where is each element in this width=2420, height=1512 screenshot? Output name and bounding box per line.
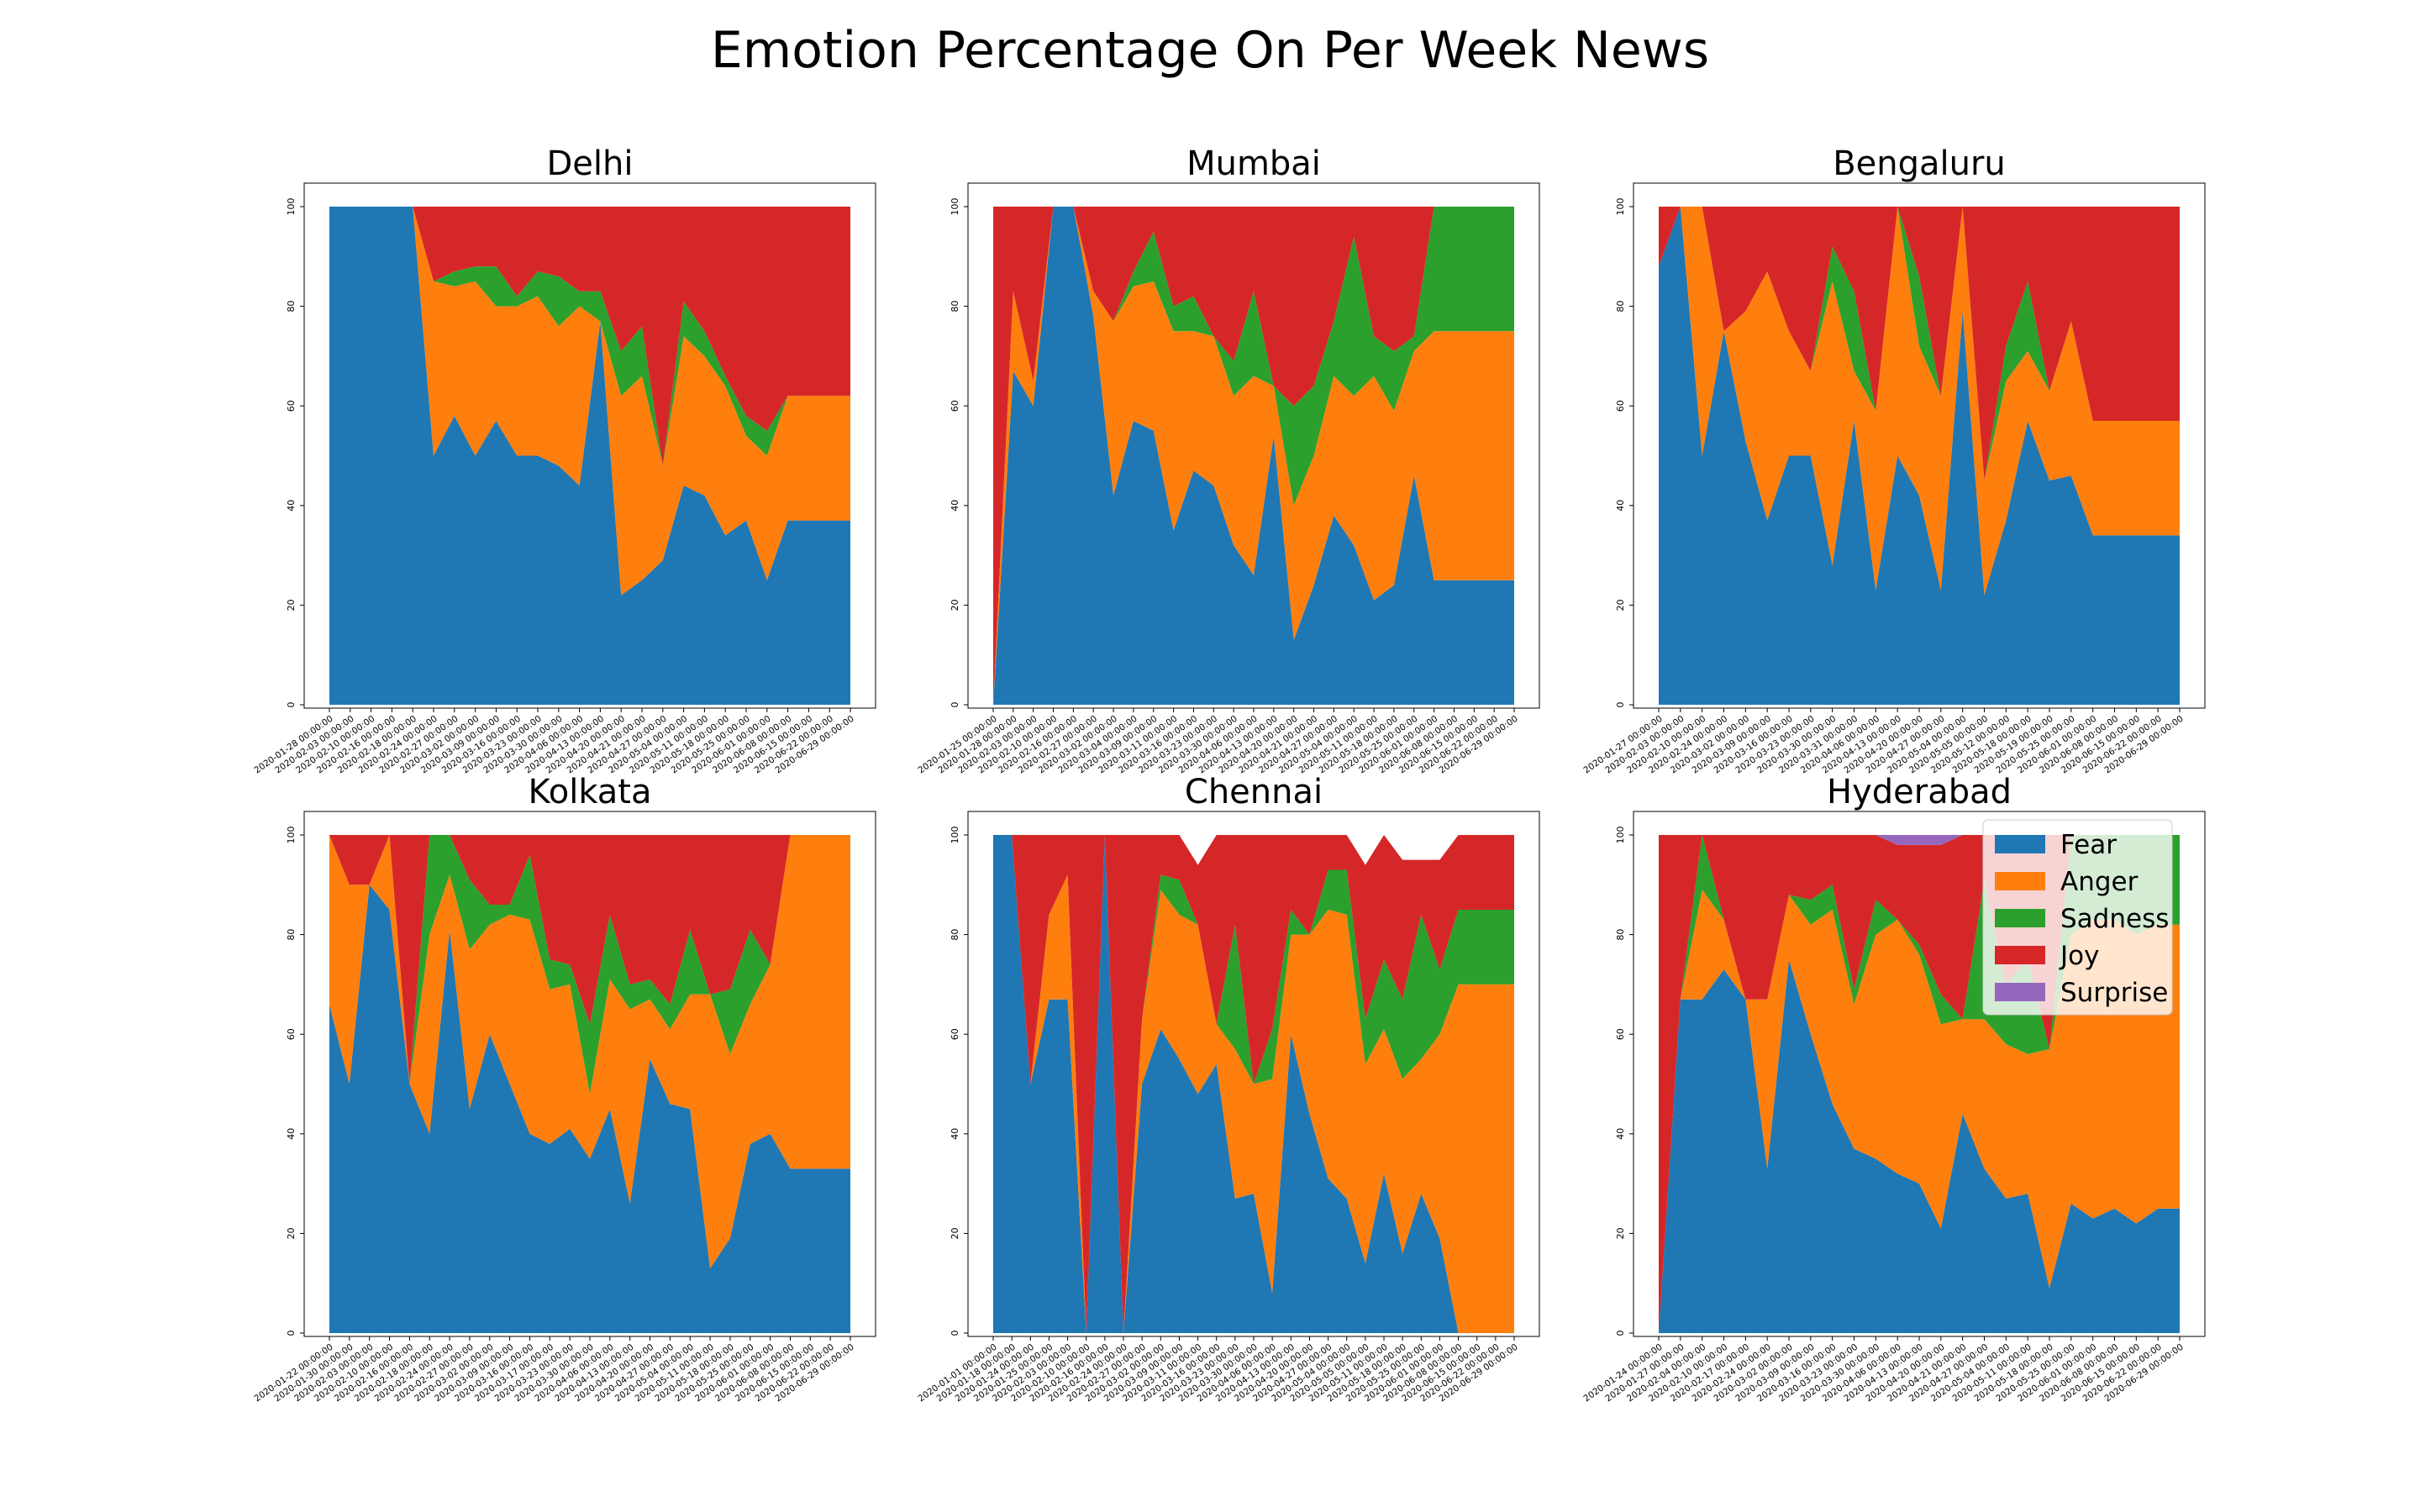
- ytick-label-kolkata: 100: [286, 827, 297, 844]
- area-sadness-mumbai: [993, 207, 1514, 705]
- ytick-label-mumbai: 20: [950, 599, 960, 611]
- area-joy-mumbai: [993, 207, 1514, 705]
- ytick-label-chennai: 80: [950, 929, 960, 941]
- ytick-label-delhi: 0: [286, 702, 297, 708]
- figure-title: Emotion Percentage On Per Week News: [711, 21, 1709, 80]
- ytick-label-hyderabad: 0: [1615, 1331, 1626, 1336]
- ytick-label-hyderabad: 40: [1615, 1128, 1626, 1140]
- area-sadness-bengaluru: [1659, 207, 2180, 481]
- ytick-label-kolkata: 60: [286, 1028, 297, 1040]
- ytick-label-chennai: 40: [950, 1128, 960, 1140]
- ytick-label-chennai: 60: [950, 1028, 960, 1040]
- subplot-title-chennai: Chennai: [1185, 773, 1323, 811]
- ytick-label-delhi: 40: [286, 500, 297, 512]
- legend-swatch-sadness: [1995, 909, 2045, 927]
- ytick-label-delhi: 60: [286, 400, 297, 412]
- legend-box: [1982, 819, 2173, 1016]
- ytick-label-mumbai: 0: [950, 702, 960, 708]
- ytick-label-bengaluru: 20: [1615, 599, 1626, 611]
- ytick-label-kolkata: 20: [286, 1227, 297, 1239]
- ytick-label-mumbai: 100: [950, 198, 960, 216]
- ytick-label-delhi: 20: [286, 599, 297, 611]
- ytick-label-bengaluru: 40: [1615, 500, 1626, 512]
- area-joy-kolkata: [329, 835, 850, 1084]
- ytick-label-delhi: 80: [286, 301, 297, 312]
- legend-label-sadness: Sadness: [2060, 904, 2169, 934]
- ytick-label-bengaluru: 80: [1615, 301, 1626, 312]
- ytick-label-chennai: 0: [950, 1331, 960, 1336]
- legend-swatch-fear: [1995, 835, 2045, 853]
- area-anger-kolkata: [329, 835, 850, 1268]
- subplot-title-kolkata: Kolkata: [529, 773, 652, 811]
- ytick-label-hyderabad: 20: [1615, 1227, 1626, 1239]
- legend-swatch-joy: [1995, 946, 2045, 964]
- axes-frame-delhi: [303, 182, 876, 709]
- ytick-label-hyderabad: 100: [1615, 827, 1626, 844]
- area-surprise-hyderabad: [1659, 835, 2180, 845]
- ytick-label-mumbai: 60: [950, 400, 960, 412]
- area-fear-chennai: [993, 835, 1514, 1333]
- area-fear-hyderabad: [1659, 959, 2180, 1333]
- area-anger-bengaluru: [1659, 207, 2180, 596]
- area-sadness-delhi: [329, 207, 850, 466]
- ytick-label-bengaluru: 0: [1615, 702, 1626, 708]
- area-joy-bengaluru: [1659, 207, 2180, 481]
- legend-swatch-surprise: [1995, 983, 2045, 1001]
- ytick-label-hyderabad: 60: [1615, 1028, 1626, 1040]
- legend-label-anger: Anger: [2060, 867, 2139, 897]
- area-joy-delhi: [329, 207, 850, 466]
- area-sadness-kolkata: [329, 835, 850, 1095]
- subplot-title-mumbai: Mumbai: [1186, 144, 1321, 183]
- ytick-label-mumbai: 40: [950, 500, 960, 512]
- legend-label-joy: Joy: [2059, 941, 2099, 971]
- area-fear-bengaluru: [1659, 207, 2180, 705]
- subplot-title-hyderabad: Hyderabad: [1827, 773, 2012, 811]
- ytick-label-bengaluru: 100: [1615, 198, 1626, 216]
- area-anger-mumbai: [993, 207, 1514, 705]
- area-joy-chennai: [993, 835, 1514, 1333]
- ytick-label-bengaluru: 60: [1615, 400, 1626, 412]
- area-anger-delhi: [329, 207, 850, 596]
- area-fear-delhi: [329, 207, 850, 705]
- legend-swatch-anger: [1995, 872, 2045, 890]
- area-fear-kolkata: [329, 885, 850, 1333]
- area-anger-hyderabad: [1659, 890, 2180, 1333]
- ytick-label-mumbai: 80: [950, 301, 960, 312]
- subplot-title-delhi: Delhi: [547, 144, 634, 183]
- ytick-label-chennai: 20: [950, 1227, 960, 1239]
- area-fear-mumbai: [993, 207, 1514, 705]
- ytick-label-delhi: 100: [286, 198, 297, 216]
- subplot-title-bengaluru: Bengaluru: [1833, 144, 2006, 183]
- ytick-label-kolkata: 40: [286, 1128, 297, 1140]
- ytick-label-kolkata: 80: [286, 929, 297, 941]
- legend-label-fear: Fear: [2060, 830, 2117, 860]
- legend: Fear Anger Sadness Joy Surprise: [1982, 819, 2173, 1016]
- ytick-label-kolkata: 0: [286, 1331, 297, 1336]
- ytick-label-chennai: 100: [950, 827, 960, 844]
- legend-label-surprise: Surprise: [2060, 978, 2168, 1008]
- ytick-label-hyderabad: 80: [1615, 929, 1626, 941]
